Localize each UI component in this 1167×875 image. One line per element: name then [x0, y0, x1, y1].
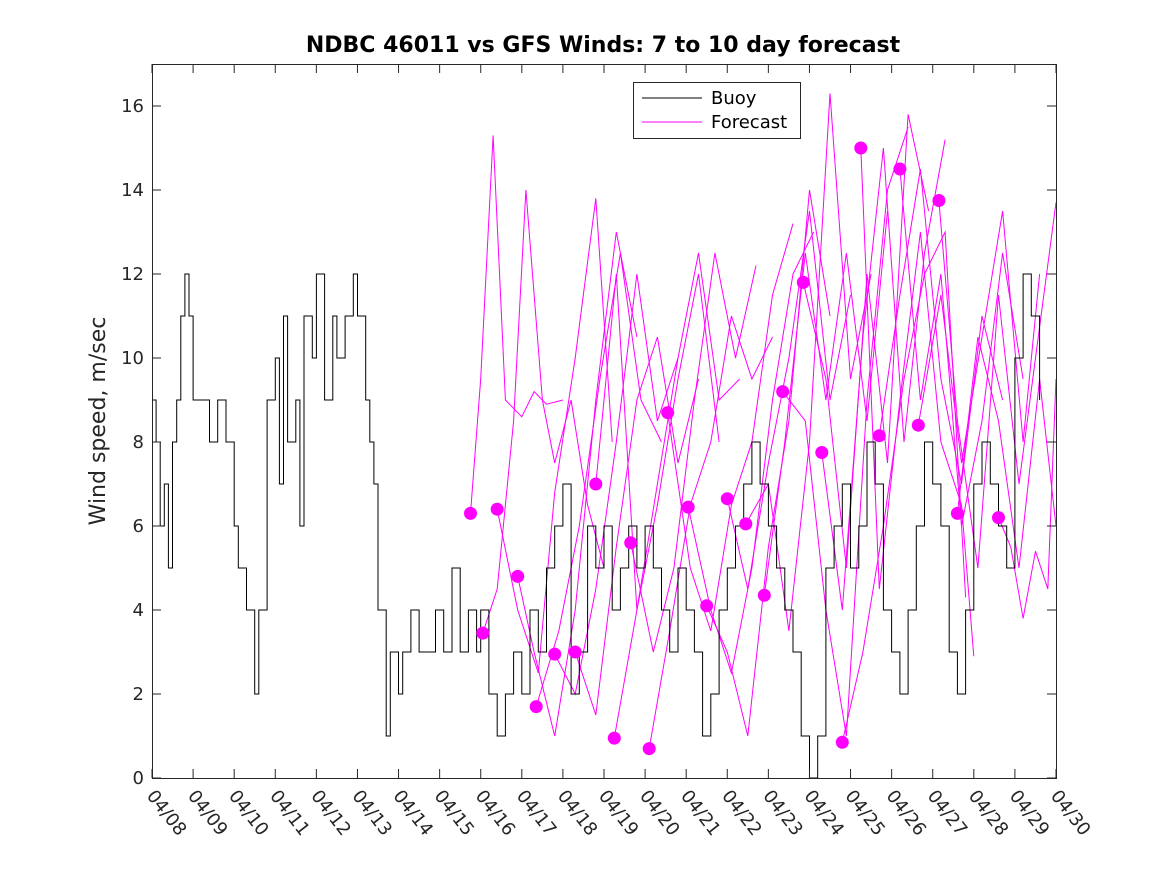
forecast-marker-10: [642, 742, 656, 756]
forecast-marker-5: [548, 647, 562, 661]
legend-box: [633, 82, 801, 139]
forecast-marker-25: [932, 194, 946, 207]
legend-buoy-label: Buoy: [711, 88, 757, 109]
forecast-trace-1: [482, 189, 605, 634]
forecast-trace-3: [517, 231, 638, 737]
forecast-trace-23: [899, 168, 1024, 527]
forecast-marker-23: [893, 162, 907, 176]
forecast-marker-19: [815, 446, 829, 459]
forecast-trace-25: [938, 200, 1056, 569]
plot-area: [152, 93, 1056, 778]
forecast-trace-7: [595, 273, 720, 611]
forecast-trace-8: [613, 252, 740, 739]
forecast-trace-19: [821, 139, 946, 611]
forecast-trace-21: [860, 147, 975, 657]
forecast-marker-27: [992, 511, 1005, 525]
y-tick-label-6: 6: [133, 516, 144, 537]
forecast-marker-21: [854, 141, 868, 155]
chart-title: NDBC 46011 vs GFS Winds: 7 to 10 day for…: [306, 33, 901, 58]
forecast-marker-14: [720, 492, 734, 506]
y-tick-label-16: 16: [121, 96, 144, 117]
forecast-marker-20: [835, 735, 849, 749]
forecast-marker-18: [796, 275, 810, 289]
forecast-trace-6: [574, 336, 699, 716]
y-tick-label-8: 8: [133, 432, 144, 453]
forecast-trace-27: [998, 378, 1056, 619]
forecast-marker-8: [607, 731, 621, 745]
forecast-marker-15: [739, 517, 753, 531]
forecast-marker-26: [950, 506, 964, 520]
forecast-marker-16: [757, 588, 771, 602]
forecast-trace-22: [878, 168, 1004, 485]
forecast-trace-18: [802, 114, 930, 569]
forecast-marker-7: [589, 477, 603, 491]
forecast-trace-0: [470, 135, 564, 514]
y-tick-label-14: 14: [121, 180, 144, 201]
forecast-trace-17: [782, 126, 909, 737]
plot-clipped-group: [152, 93, 1056, 778]
forecast-trace-20: [841, 230, 967, 743]
forecast-marker-2: [490, 502, 504, 516]
forecast-marker-9: [624, 536, 638, 550]
forecast-trace-16: [763, 210, 888, 596]
forecast-trace-4: [535, 252, 662, 707]
forecast-trace-9: [630, 252, 757, 653]
buoy-series-line: [152, 273, 1041, 778]
forecast-marker-1: [476, 626, 490, 640]
y-tick-label-2: 2: [133, 684, 144, 705]
legend-forecast-label: Forecast: [711, 112, 787, 133]
forecast-marker-13: [700, 599, 714, 613]
y-tick-label-0: 0: [133, 768, 144, 789]
forecast-marker-22: [872, 429, 886, 443]
forecast-marker-12: [681, 500, 695, 514]
forecast-marker-4: [529, 700, 543, 714]
forecast-trace-14: [726, 210, 851, 590]
y-tick-label-12: 12: [121, 264, 144, 285]
y-tick-label-4: 4: [133, 600, 144, 621]
forecast-trace-2: [496, 198, 613, 674]
forecast-trace-24: [917, 210, 1041, 464]
forecast-trace-26: [956, 336, 1056, 569]
y-tick-label-10: 10: [121, 348, 144, 369]
y-axis-label: Wind speed, m/sec: [86, 317, 111, 526]
forecast-marker-0: [464, 506, 477, 520]
forecast-marker-3: [511, 569, 525, 583]
forecast-marker-24: [911, 418, 925, 432]
forecast-marker-11: [661, 406, 675, 420]
forecast-trace-13: [706, 189, 831, 737]
legend: Buoy Forecast: [633, 82, 801, 139]
forecast-marker-17: [776, 385, 790, 399]
forecast-trace-11: [667, 223, 794, 632]
forecast-marker-6: [568, 645, 582, 659]
